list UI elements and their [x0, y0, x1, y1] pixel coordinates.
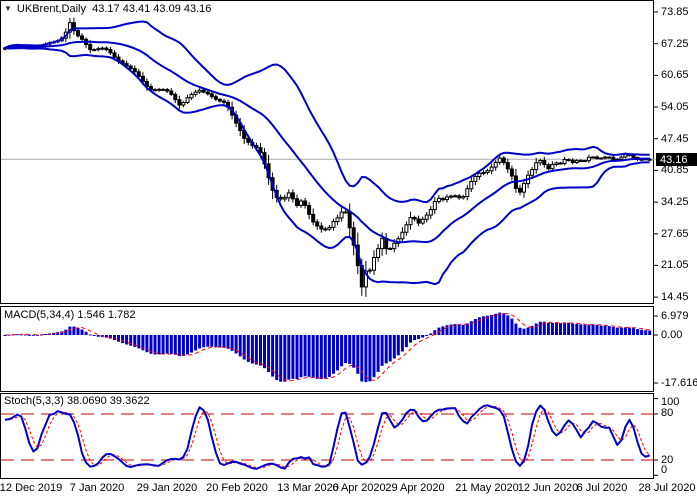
stoch-tick-label: 80 — [661, 407, 674, 419]
candlesticks[interactable] — [3, 17, 652, 297]
stoch-tick-label: 0 — [661, 464, 668, 476]
price-tick-label: 27.65 — [661, 227, 689, 240]
current-price-tag: 43.16 — [656, 153, 697, 166]
price-tick-label: 34.25 — [661, 196, 689, 209]
macd-tick-label: 6.979 — [661, 310, 689, 322]
price-tick-label: 40.85 — [661, 164, 689, 177]
price-tick-label: 14.45 — [661, 291, 689, 304]
ohlc-values: 43.17 43.41 43.09 43.16 — [92, 3, 212, 15]
stochastic-panel-lines — [1, 404, 653, 470]
price-tick-label: 60.65 — [661, 69, 689, 82]
date-tick-label: 12 Dec 2019 — [0, 482, 63, 494]
date-tick-label: 6 Jul 2020 — [576, 482, 628, 494]
date-tick-label: 7 Jan 2020 — [69, 482, 125, 494]
price-tick-label: 67.25 — [661, 37, 689, 50]
macd-indicator-label: MACD(5,34,4) 1.546 1.782 — [4, 309, 136, 321]
price-tick-label: 21.05 — [661, 259, 689, 272]
macd-tick-label: 0.00 — [661, 329, 683, 341]
symbol-title: UKBrent,Daily — [16, 3, 86, 15]
date-tick-label: 21 May 2020 — [455, 482, 519, 494]
date-tick-label: 12 Jun 2020 — [517, 482, 579, 494]
date-tick-label: 6 Apr 2020 — [332, 482, 386, 494]
axis-ticks — [653, 11, 658, 476]
symbol-collapse-icon[interactable]: ▼ — [4, 4, 12, 13]
macd-signal-line — [4, 313, 650, 382]
stoch-indicator-label: Stoch(5,3,3) 38.0690 39.3622 — [4, 395, 150, 407]
stoch-tick-label: 100 — [661, 396, 680, 408]
bollinger-bands — [4, 20, 650, 286]
date-tick-label: 28 Jul 2020 — [638, 482, 696, 494]
price-tick-label: 47.45 — [661, 132, 689, 145]
macd-tick-label: -17.616 — [661, 377, 697, 389]
date-tick-label: 13 Mar 2020 — [277, 482, 339, 494]
date-tick-label: 20 Feb 2020 — [206, 482, 268, 494]
date-tick-label: 29 Jan 2020 — [136, 482, 198, 494]
stoch-tick-label: 20 — [661, 454, 674, 466]
stoch-main-line — [4, 404, 651, 470]
macd-histogram — [3, 312, 652, 382]
price-tick-label: 54.05 — [661, 101, 689, 114]
price-tick-label: 73.85 — [661, 6, 689, 18]
symbol-line: ▼ UKBrent,Daily 43.17 43.41 43.09 43.16 — [4, 3, 211, 15]
date-tick-label: 29 Apr 2020 — [385, 482, 445, 494]
